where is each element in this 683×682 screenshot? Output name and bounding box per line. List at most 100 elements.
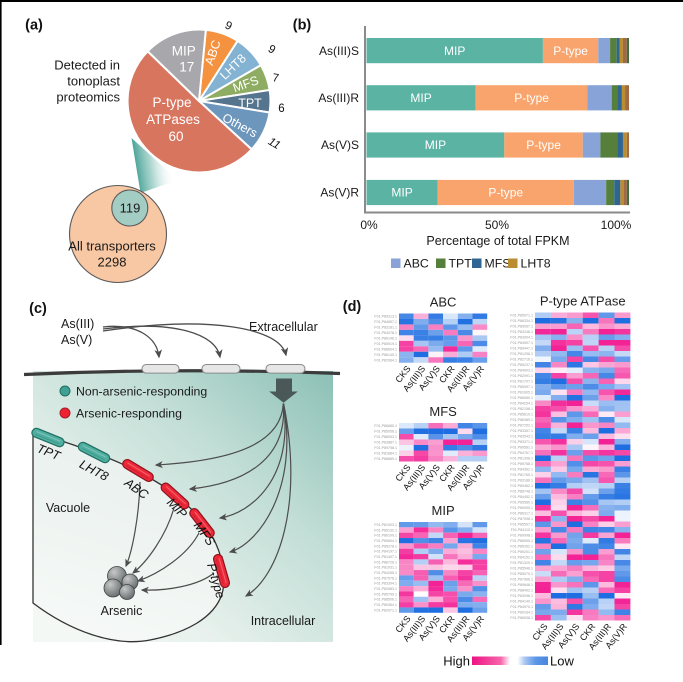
svg-text:MIP: MIP xyxy=(410,91,431,105)
svg-text:F01.P84767.1: F01.P84767.1 xyxy=(510,451,533,455)
svg-text:F01.P86334.1: F01.P86334.1 xyxy=(510,319,533,323)
svg-text:(b): (b) xyxy=(293,18,312,34)
svg-text:As(III)S: As(III)S xyxy=(319,44,359,58)
svg-text:F01.P84197.1: F01.P84197.1 xyxy=(374,550,397,554)
svg-text:F01.P86604.1: F01.P86604.1 xyxy=(374,347,397,351)
svg-text:MFS: MFS xyxy=(485,257,511,271)
svg-text:As(V): As(V) xyxy=(61,333,92,347)
svg-text:MIP: MIP xyxy=(425,138,446,152)
svg-text:As(III)R: As(III)R xyxy=(318,91,359,105)
svg-text:F01.P82971.1: F01.P82971.1 xyxy=(374,608,397,612)
svg-text:F01.P87098.1: F01.P87098.1 xyxy=(510,517,533,521)
svg-text:F01.P85071.1: F01.P85071.1 xyxy=(510,314,533,318)
svg-text:F01.P89462.1: F01.P89462.1 xyxy=(510,484,533,488)
svg-text:Arsenic-responding: Arsenic-responding xyxy=(76,407,182,421)
svg-text:F01.P85278.1: F01.P85278.1 xyxy=(374,544,397,548)
svg-text:F01.P89164.1: F01.P89164.1 xyxy=(510,611,533,615)
svg-text:F01.P85546.1: F01.P85546.1 xyxy=(510,567,533,571)
svg-text:F01.P89364.1: F01.P89364.1 xyxy=(374,603,397,607)
svg-text:F01.P87252.1: F01.P87252.1 xyxy=(510,424,533,428)
svg-text:F01.P87966.1: F01.P87966.1 xyxy=(510,578,533,582)
svg-text:Intracellular: Intracellular xyxy=(251,614,316,628)
svg-text:proteomics: proteomics xyxy=(56,90,120,105)
svg-text:F01.P83181.1: F01.P83181.1 xyxy=(374,325,397,329)
svg-text:F01.P85597.1: F01.P85597.1 xyxy=(510,523,533,527)
svg-text:119: 119 xyxy=(120,201,141,216)
svg-text:All transporters: All transporters xyxy=(68,239,156,254)
svg-text:F01.P84003.1: F01.P84003.1 xyxy=(510,369,533,373)
svg-text:F01.P88053.1: F01.P88053.1 xyxy=(374,435,397,439)
svg-text:F01.P81031.1: F01.P81031.1 xyxy=(374,566,397,570)
svg-text:F01.P89201.1: F01.P89201.1 xyxy=(510,550,533,554)
svg-text:F01.P86685.1: F01.P86685.1 xyxy=(374,424,397,428)
svg-text:F01.P88955.1: F01.P88955.1 xyxy=(510,539,533,543)
svg-text:Non-arsenic-responding: Non-arsenic-responding xyxy=(76,385,207,399)
svg-text:F01.P86317.1: F01.P86317.1 xyxy=(510,512,533,516)
svg-text:ABC: ABC xyxy=(430,295,457,310)
svg-text:MIP: MIP xyxy=(391,186,412,200)
svg-text:9: 9 xyxy=(223,19,234,33)
svg-text:F01.P83357.1: F01.P83357.1 xyxy=(510,429,533,433)
svg-text:F01.P84265.1: F01.P84265.1 xyxy=(374,571,397,575)
svg-text:F01.P88889.1: F01.P88889.1 xyxy=(374,457,397,461)
svg-text:Percentage of total FPKM: Percentage of total FPKM xyxy=(426,234,569,248)
svg-text:F01.P84110.1: F01.P84110.1 xyxy=(511,528,533,532)
svg-text:ABC: ABC xyxy=(404,257,429,271)
svg-text:F01.P84254.1: F01.P84254.1 xyxy=(510,402,533,406)
svg-text:F01.P83096.1: F01.P83096.1 xyxy=(510,594,533,598)
svg-text:F01.P89648.1: F01.P89648.1 xyxy=(510,583,533,587)
svg-text:F01.P84452.1: F01.P84452.1 xyxy=(510,495,533,499)
svg-text:F01.P81884.1: F01.P81884.1 xyxy=(374,452,397,456)
svg-text:F01.P84657.1: F01.P84657.1 xyxy=(374,320,397,324)
svg-text:Detected in: Detected in xyxy=(54,58,120,73)
svg-text:As(V)R: As(V)R xyxy=(320,186,359,200)
svg-text:F01.P81296.1: F01.P81296.1 xyxy=(510,352,533,356)
svg-text:F01.P84362.1: F01.P84362.1 xyxy=(510,468,533,472)
svg-text:P-type: P-type xyxy=(526,138,561,152)
svg-text:F01.P82091.1: F01.P82091.1 xyxy=(510,374,533,378)
svg-text:9: 9 xyxy=(266,43,278,57)
svg-text:F01.P88080.1: F01.P88080.1 xyxy=(510,396,533,400)
svg-text:7: 7 xyxy=(271,72,279,85)
svg-text:F01.P81308.1: F01.P81308.1 xyxy=(510,457,533,461)
svg-text:F01.P84078.1: F01.P84078.1 xyxy=(374,331,397,335)
svg-text:F01.P83246.1: F01.P83246.1 xyxy=(510,330,533,334)
svg-text:As(III): As(III) xyxy=(61,317,94,331)
svg-text:6: 6 xyxy=(278,103,284,115)
svg-text:F01.P81003.1: F01.P81003.1 xyxy=(374,523,397,527)
svg-text:2298: 2298 xyxy=(98,255,127,270)
svg-text:P-type: P-type xyxy=(553,44,588,58)
svg-text:F01.P85262.1: F01.P85262.1 xyxy=(510,545,533,549)
svg-text:F01.P85132.1: F01.P85132.1 xyxy=(374,528,397,532)
svg-text:F01.P82716.1: F01.P82716.1 xyxy=(510,358,533,362)
svg-text:F01.P86389.1: F01.P86389.1 xyxy=(510,418,533,422)
svg-text:F01.P86726.1: F01.P86726.1 xyxy=(374,560,397,564)
svg-text:F01.P85056.1: F01.P85056.1 xyxy=(374,430,397,434)
svg-text:F01.P88748.1: F01.P88748.1 xyxy=(510,490,533,494)
svg-text:F01.P81329.1: F01.P81329.1 xyxy=(510,561,533,565)
svg-text:(a): (a) xyxy=(25,18,43,34)
svg-text:As(V)S: As(V)S xyxy=(321,138,359,152)
svg-text:F01.P89447.1: F01.P89447.1 xyxy=(510,347,533,351)
svg-text:F01.P89055.1: F01.P89055.1 xyxy=(510,506,533,510)
svg-text:ATPases: ATPases xyxy=(146,112,200,127)
svg-text:P-type ATPase: P-type ATPase xyxy=(540,294,626,309)
svg-text:F01.P86109.1: F01.P86109.1 xyxy=(374,534,397,538)
svg-text:Vacuole: Vacuole xyxy=(46,501,90,515)
svg-text:F01.P85580.1: F01.P85580.1 xyxy=(510,501,533,505)
svg-text:LHT8: LHT8 xyxy=(521,257,551,271)
svg-text:F01.P84597.1: F01.P84597.1 xyxy=(510,341,533,345)
svg-text:F01.P81707.1: F01.P81707.1 xyxy=(510,380,533,384)
svg-text:(d): (d) xyxy=(343,299,362,315)
svg-text:F01.P83887.1: F01.P83887.1 xyxy=(374,441,397,445)
svg-text:F01.P83543.1: F01.P83543.1 xyxy=(510,435,533,439)
svg-text:TPT: TPT xyxy=(238,96,262,110)
svg-text:F01.P81765.1: F01.P81765.1 xyxy=(510,473,533,477)
svg-text:F01.P87576.1: F01.P87576.1 xyxy=(374,576,397,580)
svg-text:100%: 100% xyxy=(601,218,632,232)
svg-text:60: 60 xyxy=(168,129,183,144)
svg-text:F01.P83004.1: F01.P83004.1 xyxy=(510,336,533,340)
svg-text:50%: 50% xyxy=(485,218,509,232)
svg-text:F01.P83186.1: F01.P83186.1 xyxy=(510,479,533,483)
svg-text:F01.P83394.1: F01.P83394.1 xyxy=(374,582,397,586)
